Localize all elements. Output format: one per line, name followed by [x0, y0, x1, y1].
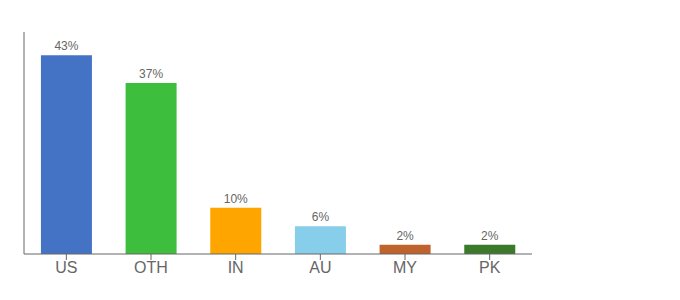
svg-text:IN: IN [228, 259, 244, 276]
svg-text:43%: 43% [54, 39, 78, 53]
svg-text:6%: 6% [312, 210, 330, 224]
svg-text:OTH: OTH [134, 259, 168, 276]
svg-text:US: US [55, 259, 77, 276]
svg-text:10%: 10% [224, 192, 248, 206]
svg-text:37%: 37% [139, 67, 163, 81]
svg-text:2%: 2% [396, 229, 414, 243]
svg-text:2%: 2% [481, 229, 499, 243]
svg-text:AU: AU [309, 259, 331, 276]
svg-text:PK: PK [479, 259, 501, 276]
svg-text:MY: MY [393, 259, 417, 276]
